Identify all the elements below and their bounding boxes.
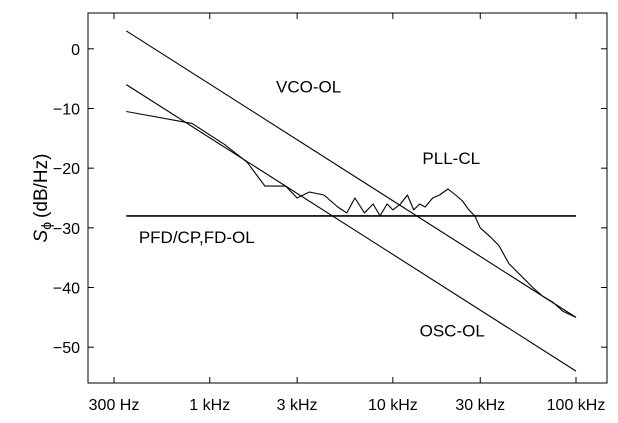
annotation-layer: VCO-OL PLL-CL PFD/CP,FD-OL OSC-OL: [139, 77, 485, 340]
y-axis-subscript: ϕ: [38, 222, 54, 230]
annotation-pfd-cp-fd-ol: PFD/CP,FD-OL: [139, 228, 255, 247]
series-layer: [126, 30, 577, 372]
annotation-pll-cl: PLL-CL: [422, 149, 480, 168]
annotation-vco-ol: VCO-OL: [276, 77, 341, 96]
x-tick-label: 10 kHz: [368, 397, 418, 414]
x-tick-label: 300 Hz: [89, 397, 140, 414]
y-tick-label: −30: [53, 221, 80, 238]
y-axis-label: Sϕ (dB/Hz): [31, 154, 54, 243]
y-axis-unit: (dB/Hz): [31, 154, 52, 218]
plot-frame: [87, 12, 608, 384]
annotation-osc-ol: OSC-OL: [420, 321, 485, 340]
x-tick-label: 100 kHz: [547, 397, 606, 414]
tick-layer: 300 Hz 1 kHz 3 kHz 10 kHz 30 kHz 100 kHz 0 −10 −…: [53, 13, 607, 414]
y-tick-label: 0: [71, 42, 80, 59]
series-line-osc-ol: [126, 84, 577, 372]
x-tick-label: 1 kHz: [189, 397, 230, 414]
y-tick-label: −20: [53, 161, 80, 178]
y-tick-label: −40: [53, 281, 80, 298]
y-axis-symbol: S: [31, 229, 52, 242]
x-tick-label: 30 kHz: [455, 397, 505, 414]
y-tick-label: −50: [53, 340, 80, 357]
y-tick-label: −10: [53, 101, 80, 118]
x-tick-label: 3 kHz: [277, 397, 318, 414]
series-line-vco-ol: [126, 30, 577, 318]
series-line-pll-cl: [126, 110, 577, 318]
